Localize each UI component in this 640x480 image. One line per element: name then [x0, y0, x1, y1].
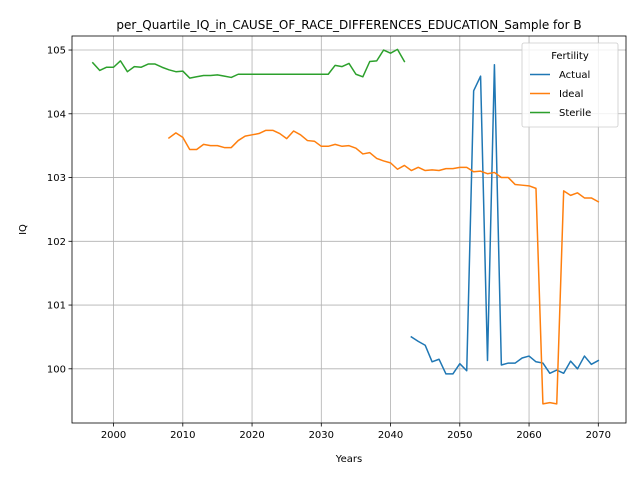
x-tick-label: 2030 [309, 430, 334, 441]
y-axis-label: IQ [18, 224, 29, 235]
x-tick-label: 2000 [101, 430, 126, 441]
axis-ticks: 2000 2010 2020 2030 2040 2050 2060 2070 100 101 10… [47, 46, 611, 441]
series-line-ideal [167, 129, 600, 405]
legend-label-sterile: Sterile [559, 108, 591, 119]
y-tick-label: 100 [47, 364, 66, 375]
legend-box [521, 42, 619, 128]
x-axis-label: Years [335, 454, 362, 465]
legend-items: Actual Ideal Sterile [530, 70, 591, 119]
y-tick-label: 102 [47, 237, 66, 248]
y-tick-label: 101 [47, 301, 66, 312]
plot-frame [71, 35, 627, 424]
legend-label-ideal: Ideal [559, 89, 583, 100]
x-tick-label: 2050 [447, 430, 472, 441]
x-tick-label: 2060 [516, 430, 541, 441]
y-tick-label: 105 [47, 46, 66, 57]
x-tick-label: 2010 [170, 430, 195, 441]
series-line-actual [410, 63, 600, 375]
series-lines [91, 48, 600, 405]
y-tick-label: 104 [47, 109, 66, 120]
legend-title: Fertility [551, 51, 589, 62]
chart-title: per_Quartile_IQ_in_CAUSE_OF_RACE_DIFFERE… [116, 18, 581, 32]
y-tick-label: 103 [47, 173, 66, 184]
series-line-sterile [91, 48, 406, 79]
x-tick-label: 2040 [378, 430, 403, 441]
legend: Fertility Actual Ideal Sterile [521, 42, 619, 128]
x-tick-label: 2020 [239, 430, 264, 441]
x-tick-label: 2070 [586, 430, 611, 441]
legend-label-actual: Actual [559, 70, 590, 81]
